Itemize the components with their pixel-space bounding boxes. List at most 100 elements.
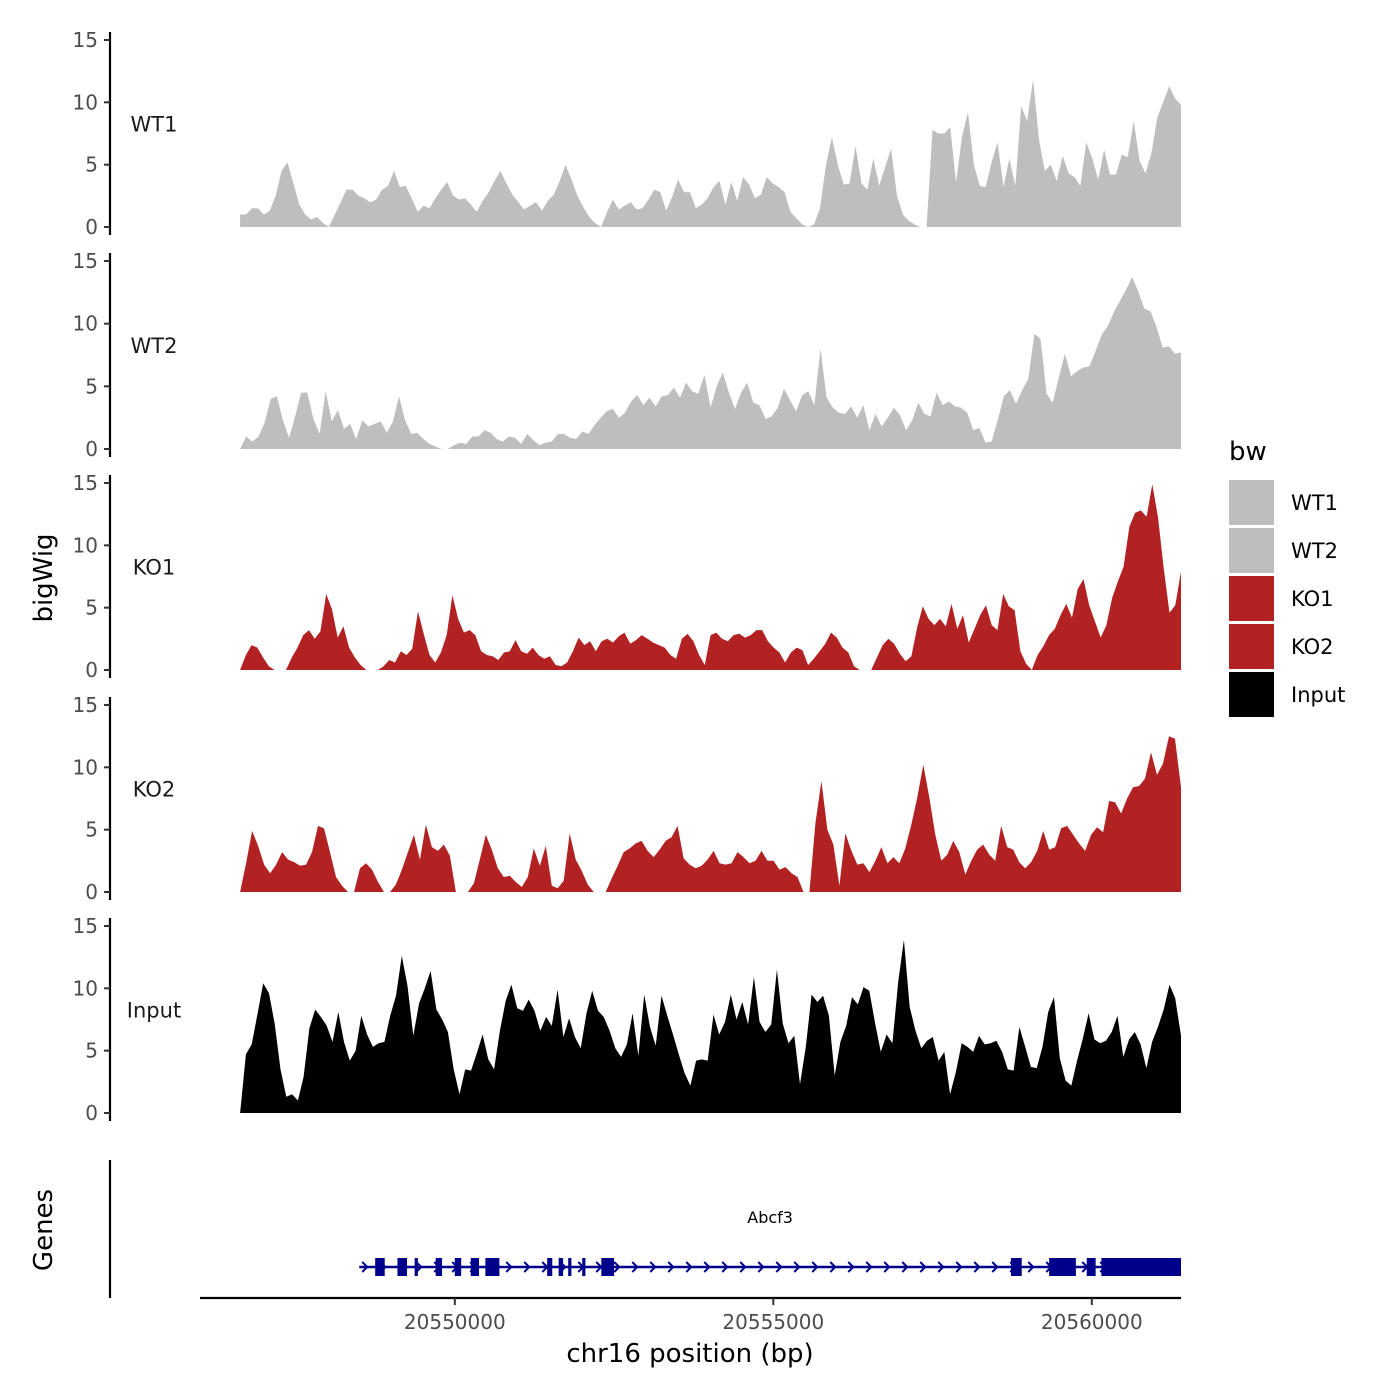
exon	[601, 1258, 615, 1276]
strand-arrow	[523, 1261, 531, 1273]
strand-arrow	[631, 1261, 639, 1273]
legend-label-ko1: KO1	[1291, 587, 1334, 611]
legend-key-ko2	[1229, 624, 1274, 669]
exon	[558, 1258, 564, 1276]
exon	[435, 1258, 443, 1276]
exon	[397, 1258, 408, 1276]
strand-arrow	[721, 1261, 729, 1273]
y-tick-label: 5	[85, 374, 98, 398]
y-tick-label: 0	[85, 437, 98, 461]
exon	[414, 1258, 418, 1276]
legend-label-wt1: WT1	[1291, 491, 1338, 515]
y-tick-label: 5	[85, 818, 98, 842]
y-tick-label: 0	[85, 880, 98, 904]
strand-arrow	[793, 1261, 801, 1273]
y-tick-label: 0	[85, 658, 98, 682]
track-label-input: Input	[127, 999, 181, 1023]
y-tick-label: 15	[73, 693, 98, 717]
strand-arrow	[649, 1261, 657, 1273]
strand-arrow	[973, 1261, 981, 1273]
strand-arrow	[739, 1261, 747, 1273]
exon	[1101, 1258, 1181, 1276]
x-axis-title: chr16 position (bp)	[566, 1339, 813, 1369]
strand-arrow	[667, 1261, 675, 1273]
track-label-wt2: WT2	[131, 334, 178, 358]
strand-arrow	[1027, 1261, 1035, 1273]
legend-title: bw	[1229, 437, 1267, 467]
gene-track-title: Genes	[29, 1189, 59, 1271]
strand-arrow	[829, 1261, 837, 1273]
strand-arrow	[595, 1261, 603, 1273]
strand-arrow	[919, 1261, 927, 1273]
exon	[1049, 1258, 1076, 1276]
x-tick-label: 20555000	[722, 1310, 824, 1334]
legend-key-wt2	[1229, 528, 1274, 573]
exon	[485, 1258, 500, 1276]
exon	[375, 1258, 385, 1276]
y-tick-label: 5	[85, 1039, 98, 1063]
gene-name: Abcf3	[747, 1208, 793, 1227]
strand-arrow	[775, 1261, 783, 1273]
legend-label-input: Input	[1291, 683, 1345, 707]
track-label-wt1: WT1	[131, 113, 178, 137]
strand-arrow	[865, 1261, 873, 1273]
strand-arrow	[937, 1261, 945, 1273]
strand-arrow	[415, 1261, 423, 1273]
strand-arrow	[757, 1261, 765, 1273]
track-ko2: 0 5 10 15 KO2	[73, 693, 1182, 904]
track-label-ko1: KO1	[133, 556, 176, 580]
y-tick-label: 15	[73, 249, 98, 273]
coverage-tracks: 0 5 10 15 WT1 0 5 10 15 WT2 0 5 10 15 KO1 0 5 10 15 KO2 0 5 10…	[73, 28, 1182, 1125]
legend-key-ko1	[1229, 576, 1274, 621]
strand-arrow	[883, 1261, 891, 1273]
area-ko1	[240, 484, 1182, 670]
y-tick-label: 10	[73, 755, 98, 779]
strand-arrow	[685, 1261, 693, 1273]
legend-key-input	[1229, 672, 1274, 717]
legend: bw WT1 WT2 KO1 KO2 Input	[1229, 437, 1345, 717]
legend-label-ko2: KO2	[1291, 635, 1334, 659]
y-tick-label: 15	[73, 471, 98, 495]
y-axis-title: bigWig	[29, 533, 59, 622]
legend-key-wt1	[1229, 480, 1274, 525]
y-tick-label: 0	[85, 215, 98, 239]
track-label-ko2: KO2	[133, 778, 176, 802]
strand-arrow	[811, 1261, 819, 1273]
exon	[547, 1258, 553, 1276]
area-wt2	[240, 277, 1182, 449]
y-tick-label: 15	[73, 914, 98, 938]
area-input	[240, 939, 1182, 1113]
legend-label-wt2: WT2	[1291, 539, 1338, 563]
x-tick-label: 20560000	[1041, 1310, 1143, 1334]
track-ko1: 0 5 10 15 KO1	[73, 471, 1182, 682]
exon	[1010, 1258, 1022, 1276]
area-wt1	[240, 79, 1182, 228]
strand-arrow	[505, 1261, 513, 1273]
x-axis: 20550000 20555000 20560000	[200, 1296, 1181, 1334]
y-tick-label: 10	[73, 533, 98, 557]
y-tick-label: 0	[85, 1101, 98, 1125]
strand-arrow	[955, 1261, 963, 1273]
track-input: 0 5 10 15 Input	[73, 914, 1182, 1125]
track-wt1: 0 5 10 15 WT1	[73, 28, 1182, 239]
strand-arrow	[361, 1261, 369, 1273]
exon	[582, 1258, 586, 1276]
strand-arrow	[901, 1261, 909, 1273]
exon	[454, 1258, 462, 1276]
strand-arrow	[703, 1261, 711, 1273]
exon	[470, 1258, 480, 1276]
exon	[1086, 1258, 1096, 1276]
y-tick-label: 15	[73, 28, 98, 52]
y-tick-label: 10	[73, 312, 98, 336]
strand-arrow	[847, 1261, 855, 1273]
y-tick-label: 10	[73, 976, 98, 1000]
x-tick-label: 20550000	[404, 1310, 506, 1334]
strand-arrow	[613, 1261, 621, 1273]
y-tick-label: 10	[73, 90, 98, 114]
y-tick-label: 5	[85, 153, 98, 177]
strand-arrow	[991, 1261, 999, 1273]
exon	[568, 1258, 572, 1276]
y-tick-label: 5	[85, 596, 98, 620]
track-wt2: 0 5 10 15 WT2	[73, 249, 1182, 461]
